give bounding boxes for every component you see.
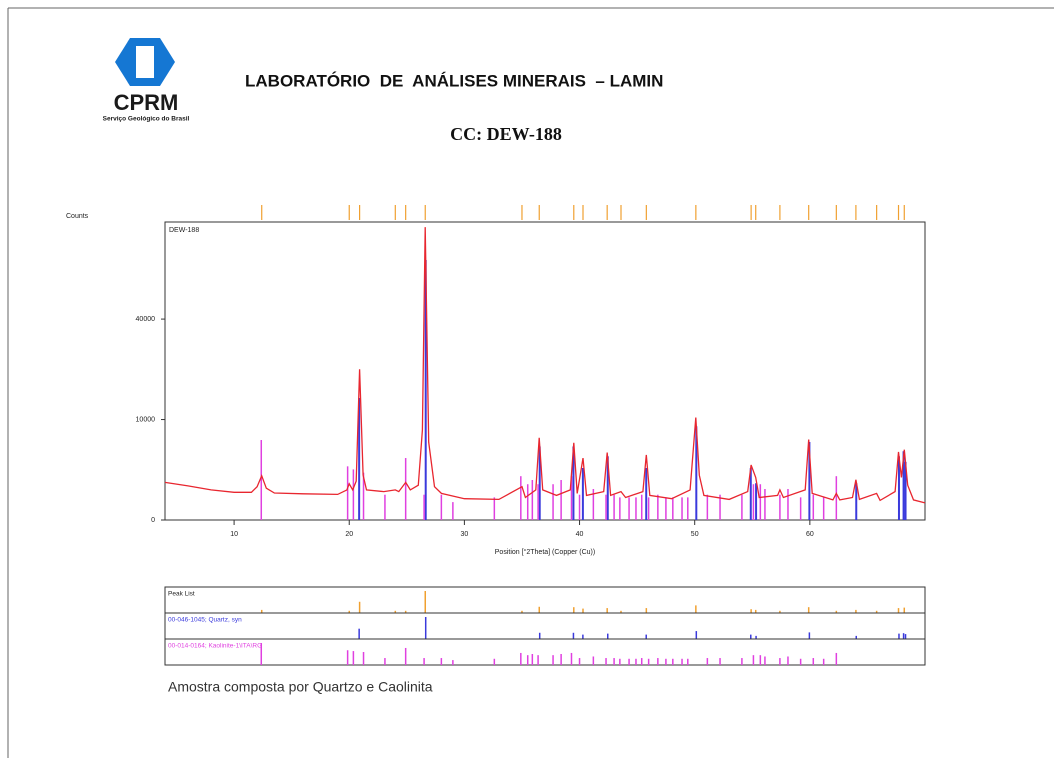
x-tick-label: 60 — [806, 531, 814, 538]
logo-name: CPRM — [114, 90, 179, 115]
pattern-line — [164, 227, 926, 504]
slide-subtitle: CC: DEW-188 — [450, 124, 562, 144]
slide-title: LABORATÓRIO DE ANÁLISES MINERAIS – LAMIN — [245, 71, 663, 90]
x-tick-label: 40 — [576, 531, 584, 538]
logo-tagline: Serviço Geológico do Brasil — [103, 116, 190, 123]
x-tick-label: 30 — [460, 531, 468, 538]
y-tick-label: 10000 — [136, 416, 156, 423]
reference-name: 00-014-0164; Kaolinite-1\ITA\RG — [168, 643, 262, 650]
y-tick-label: 0 — [151, 517, 155, 524]
footer-note: Amostra composta por Quartzo e Caolinita — [168, 679, 433, 695]
series-label: DEW-188 — [169, 227, 199, 234]
reference-panel — [164, 586, 926, 666]
x-tick-label: 50 — [691, 531, 699, 538]
reference-name: 00-046-1045; Quartz, syn — [168, 617, 242, 624]
logo-slot — [136, 46, 154, 78]
reference-name: Peak List — [168, 591, 195, 598]
x-tick-label: 20 — [345, 531, 353, 538]
y-axis-label: Counts — [66, 213, 89, 220]
plot-area — [164, 221, 926, 521]
x-tick-label: 10 — [230, 531, 238, 538]
logo: CPRM Serviço Geológico do Brasil — [103, 38, 190, 123]
y-tick-label: 40000 — [136, 316, 156, 323]
x-axis-label: Position [°2Theta] (Copper (Cu)) — [495, 548, 595, 556]
